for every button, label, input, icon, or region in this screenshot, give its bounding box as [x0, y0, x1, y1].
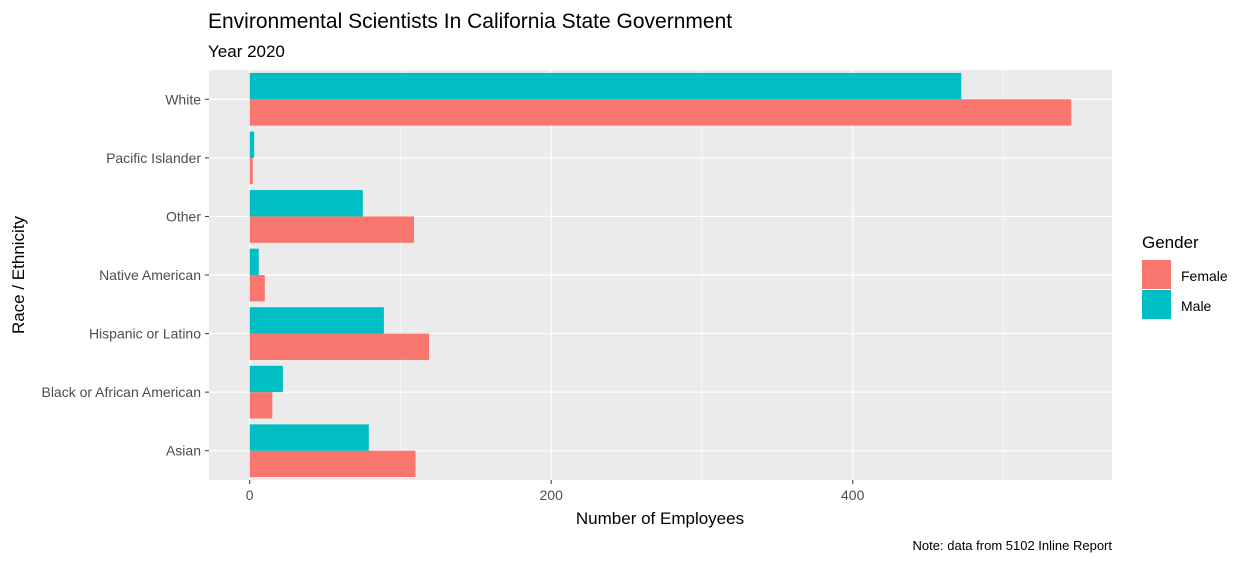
legend-key-male — [1142, 290, 1171, 319]
bar-male-other — [249, 190, 363, 217]
x-axis-title: Number of Employees — [576, 509, 744, 528]
chart-caption: Note: data from 5102 Inline Report — [913, 538, 1113, 553]
legend-title: Gender — [1142, 233, 1199, 252]
bar-female-asian — [249, 450, 416, 478]
legend-label-male: Male — [1181, 298, 1212, 314]
chart-subtitle: Year 2020 — [208, 42, 285, 61]
bar-female-black-or-african-american — [249, 392, 273, 419]
bar-male-asian — [249, 424, 369, 451]
y-axis-title: Race / Ethnicity — [9, 215, 28, 334]
legend-key-female — [1142, 260, 1171, 289]
y-tick-label: Black or African American — [41, 384, 201, 400]
y-tick-label: Native American — [99, 267, 201, 283]
y-tick-label: Asian — [166, 443, 201, 459]
bars — [249, 72, 1072, 478]
chart-title: Environmental Scientists In California S… — [208, 10, 732, 33]
x-tick-label: 400 — [841, 487, 865, 503]
y-tick-label: White — [165, 91, 201, 107]
bar-male-hispanic-or-latino — [249, 307, 384, 334]
x-tick-label: 0 — [246, 487, 254, 503]
bar-female-pacific-islander — [249, 157, 253, 185]
legend-label-female: Female — [1181, 268, 1228, 284]
bar-female-native-american — [249, 275, 265, 302]
y-tick-label: Hispanic or Latino — [89, 326, 201, 342]
bar-female-other — [249, 216, 415, 243]
x-axis-ticks: 0 200 400 — [246, 480, 865, 503]
x-tick-label: 200 — [540, 487, 564, 503]
bar-male-native-american — [249, 248, 259, 275]
bar-male-black-or-african-american — [249, 365, 283, 393]
bar-female-hispanic-or-latino — [249, 333, 430, 360]
y-axis-ticks: Asian Black or African American Hispanic o… — [41, 91, 209, 459]
y-tick-label: Other — [166, 208, 201, 224]
y-tick-label: Pacific Islander — [106, 150, 201, 166]
bar-male-pacific-islander — [249, 131, 255, 158]
bar-female-white — [249, 99, 1072, 126]
legend: Gender Female Male — [1142, 233, 1228, 319]
bar-male-white — [249, 72, 962, 100]
